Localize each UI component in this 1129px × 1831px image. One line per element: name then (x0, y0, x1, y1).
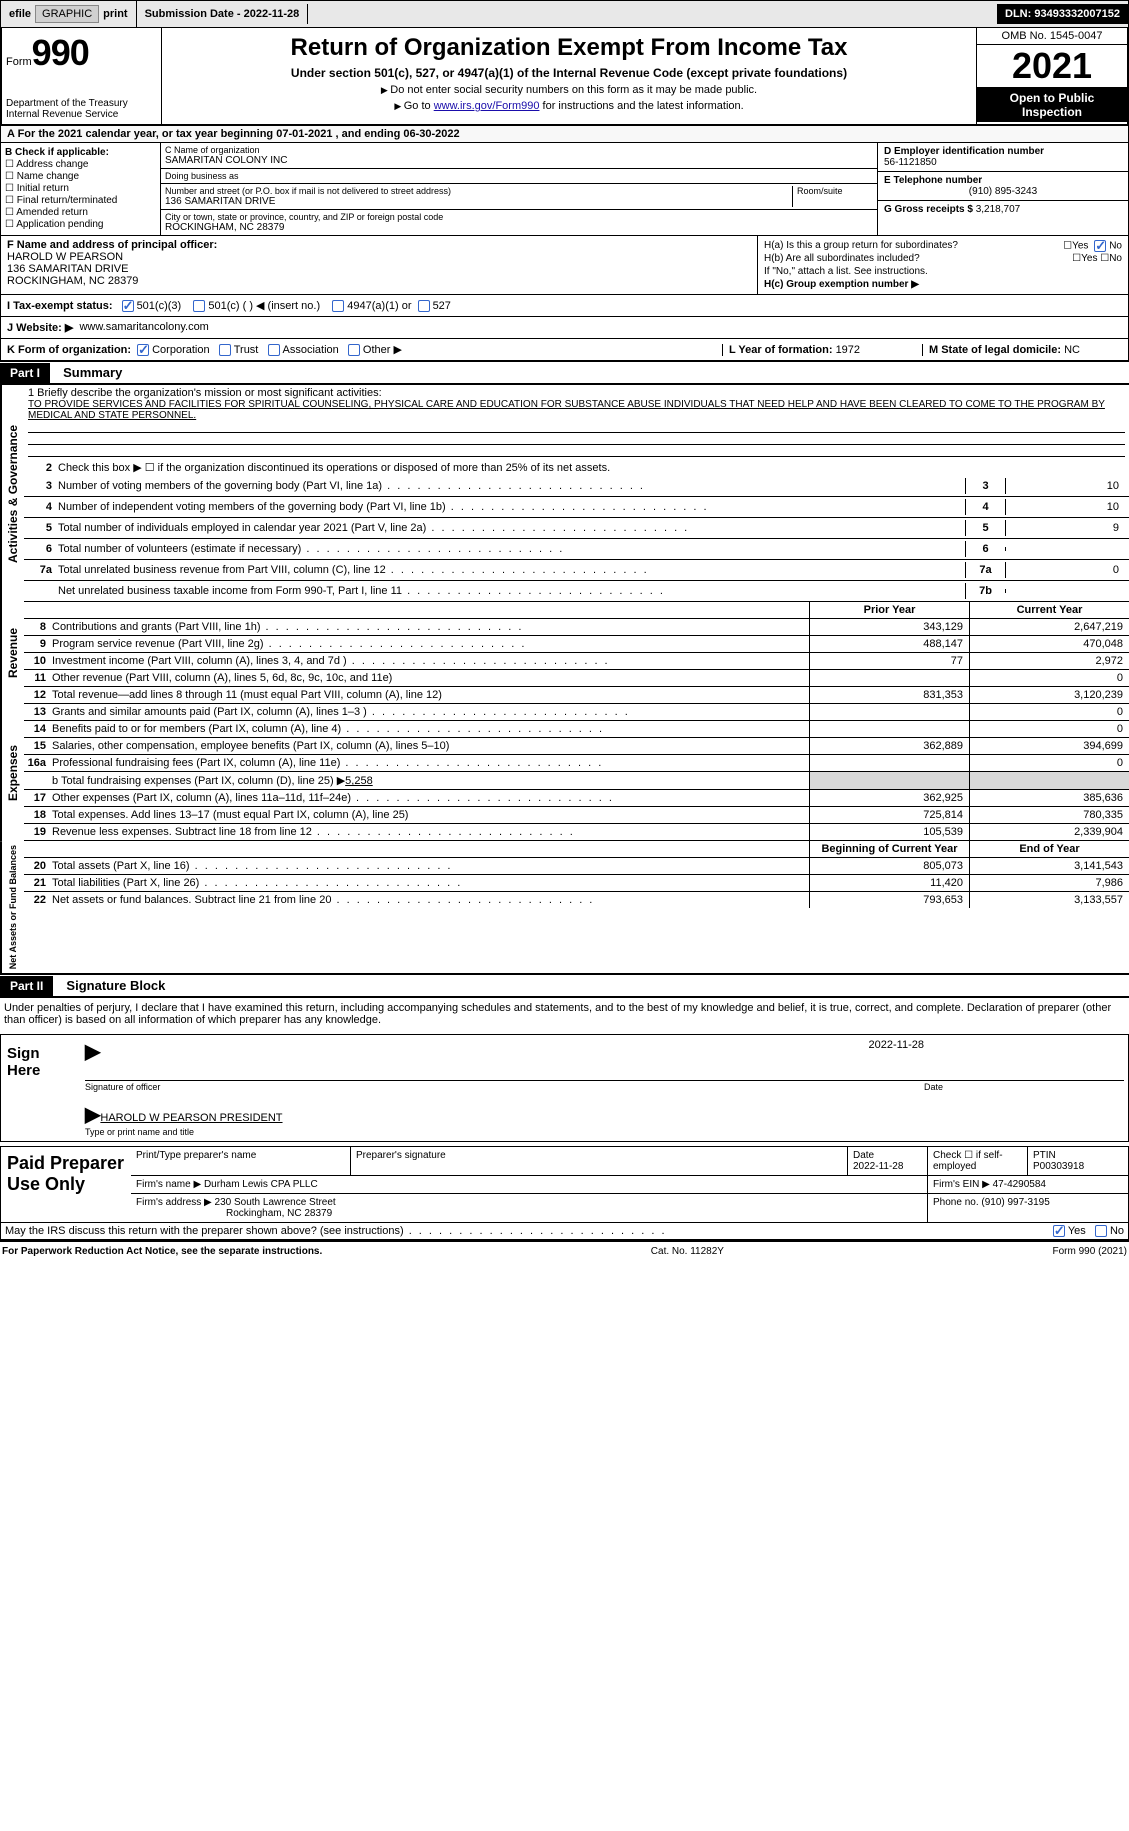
org-name: SAMARITAN COLONY INC (165, 155, 873, 166)
part-i-netassets: Net Assets or Fund Balances Beginning of… (0, 841, 1129, 975)
section-b-c-d-e: B Check if applicable: ☐ Address change … (0, 143, 1129, 236)
v4: 10 (1005, 499, 1125, 515)
officer-name-title: HAROLD W PEARSON PRESIDENT (100, 1112, 282, 1124)
cb-corp[interactable] (137, 344, 149, 356)
efile-label: efile (9, 8, 31, 20)
dln: DLN: 93493332007152 (997, 4, 1128, 24)
cb-trust[interactable] (219, 344, 231, 356)
year-formation: 1972 (836, 344, 860, 356)
tax-year: 2021 (977, 45, 1127, 88)
form-header: Form990 Department of the Treasury Inter… (0, 28, 1129, 126)
paid-preparer-block: Paid Preparer Use Only Print/Type prepar… (0, 1146, 1129, 1223)
omb-number: OMB No. 1545-0047 (977, 28, 1127, 45)
gross-receipts: 3,218,707 (976, 204, 1021, 215)
submission-date: Submission Date - 2022-11-28 (137, 4, 309, 24)
col-d-e: D Employer identification number 56-1121… (878, 143, 1128, 235)
prep-date: 2022-11-28 (853, 1161, 903, 1172)
mission-text: TO PROVIDE SERVICES AND FACILITIES FOR S… (28, 399, 1125, 421)
v3: 10 (1005, 478, 1125, 494)
part-i-expenses: Expenses 13Grants and similar amounts pa… (0, 704, 1129, 841)
firm-addr2: Rockingham, NC 28379 (226, 1208, 332, 1219)
part-ii-header: Part II Signature Block (0, 975, 1129, 998)
discuss-row: May the IRS discuss this return with the… (0, 1223, 1129, 1240)
fundraising-total: 5,258 (345, 775, 373, 787)
form-subtitle: Under section 501(c), 527, or 4947(a)(1)… (168, 66, 970, 80)
sign-date: 2022-11-28 (869, 1039, 924, 1051)
cb-4947[interactable] (332, 300, 344, 312)
sign-here-block: Sign Here ▶ 2022-11-28 Signature of offi… (0, 1034, 1129, 1142)
cb-amended[interactable]: Amended return (16, 207, 88, 218)
ein: 56-1121850 (884, 157, 1122, 168)
top-toolbar: efile GRAPHIC print Submission Date - 20… (0, 0, 1129, 28)
row-f-h: F Name and address of principal officer:… (0, 236, 1129, 295)
footer: For Paperwork Reduction Act Notice, see … (0, 1240, 1129, 1261)
col-b-checkboxes: B Check if applicable: ☐ Address change … (1, 143, 161, 235)
state-domicile: NC (1064, 344, 1080, 356)
cb-address-change[interactable]: Address change (16, 159, 88, 170)
signature-declaration: Under penalties of perjury, I declare th… (0, 998, 1129, 1030)
officer: F Name and address of principal officer:… (1, 236, 758, 294)
discuss-no[interactable] (1095, 1225, 1107, 1237)
vlabel-revenue: Revenue (0, 602, 24, 704)
discuss-yes[interactable] (1053, 1225, 1065, 1237)
telephone: (910) 895-3243 (884, 186, 1122, 197)
cb-other[interactable] (348, 344, 360, 356)
print-label[interactable]: print (103, 8, 127, 20)
firm-ein: 47-4290584 (993, 1179, 1046, 1190)
v7b (1005, 589, 1125, 593)
v7a: 0 (1005, 562, 1125, 578)
v6 (1005, 547, 1125, 551)
vlabel-activities: Activities & Governance (0, 385, 24, 602)
open-to-public: Open to Public Inspection (977, 88, 1127, 122)
firm-phone: (910) 997-3195 (981, 1197, 1049, 1208)
graphic-button[interactable]: GRAPHIC (35, 5, 99, 23)
form-number: 990 (32, 32, 89, 73)
vlabel-netassets: Net Assets or Fund Balances (0, 841, 24, 973)
cb-501c[interactable] (193, 300, 205, 312)
org-street: 136 SAMARITAN DRIVE (165, 196, 788, 207)
efile-segment: efile GRAPHIC print (1, 1, 137, 27)
ha-no-checked (1094, 240, 1106, 252)
cb-assoc[interactable] (268, 344, 280, 356)
form-header-right: OMB No. 1545-0047 2021 Open to Public In… (977, 28, 1127, 124)
cb-initial-return[interactable]: Initial return (17, 183, 69, 194)
ptin: P00303918 (1033, 1161, 1084, 1172)
form-header-mid: Return of Organization Exempt From Incom… (162, 28, 977, 124)
row-i-tax-exempt: I Tax-exempt status: 501(c)(3) 501(c) ( … (0, 295, 1129, 317)
website: www.samaritancolony.com (79, 321, 208, 334)
part-i-revenue: Revenue Prior YearCurrent Year 8Contribu… (0, 602, 1129, 704)
part-i-header: Part I Summary (0, 362, 1129, 385)
mission-label: 1 Briefly describe the organization's mi… (28, 387, 1125, 399)
group-return: H(a) Is this a group return for subordin… (758, 236, 1128, 294)
col-c-org: C Name of organization SAMARITAN COLONY … (161, 143, 878, 235)
form-note1: Do not enter social security numbers on … (168, 84, 970, 96)
v5: 9 (1005, 520, 1125, 536)
firm-name: Durham Lewis CPA PLLC (204, 1179, 318, 1190)
row-a-tax-year: A For the 2021 calendar year, or tax yea… (0, 126, 1129, 143)
cb-application-pending[interactable]: Application pending (16, 219, 103, 230)
cb-name-change[interactable]: Name change (17, 171, 79, 182)
form-title: Return of Organization Exempt From Incom… (168, 34, 970, 62)
row-k-form-org: K Form of organization: Corporation Trus… (0, 339, 1129, 362)
firm-addr1: 230 South Lawrence Street (215, 1197, 336, 1208)
irs-link[interactable]: www.irs.gov/Form990 (434, 100, 540, 112)
form-header-left: Form990 Department of the Treasury Inter… (2, 28, 162, 124)
dept-label: Department of the Treasury Internal Reve… (6, 98, 157, 120)
row-j-website: J Website: ▶ www.samaritancolony.com (0, 317, 1129, 339)
part-i-activities: Activities & Governance 1 Briefly descri… (0, 385, 1129, 602)
cb-501c3[interactable] (122, 300, 134, 312)
form-note2: Go to www.irs.gov/Form990 for instructio… (168, 100, 970, 112)
cb-final-return[interactable]: Final return/terminated (17, 195, 118, 206)
vlabel-expenses: Expenses (0, 704, 24, 841)
org-city: ROCKINGHAM, NC 28379 (165, 222, 873, 233)
cb-527[interactable] (418, 300, 430, 312)
